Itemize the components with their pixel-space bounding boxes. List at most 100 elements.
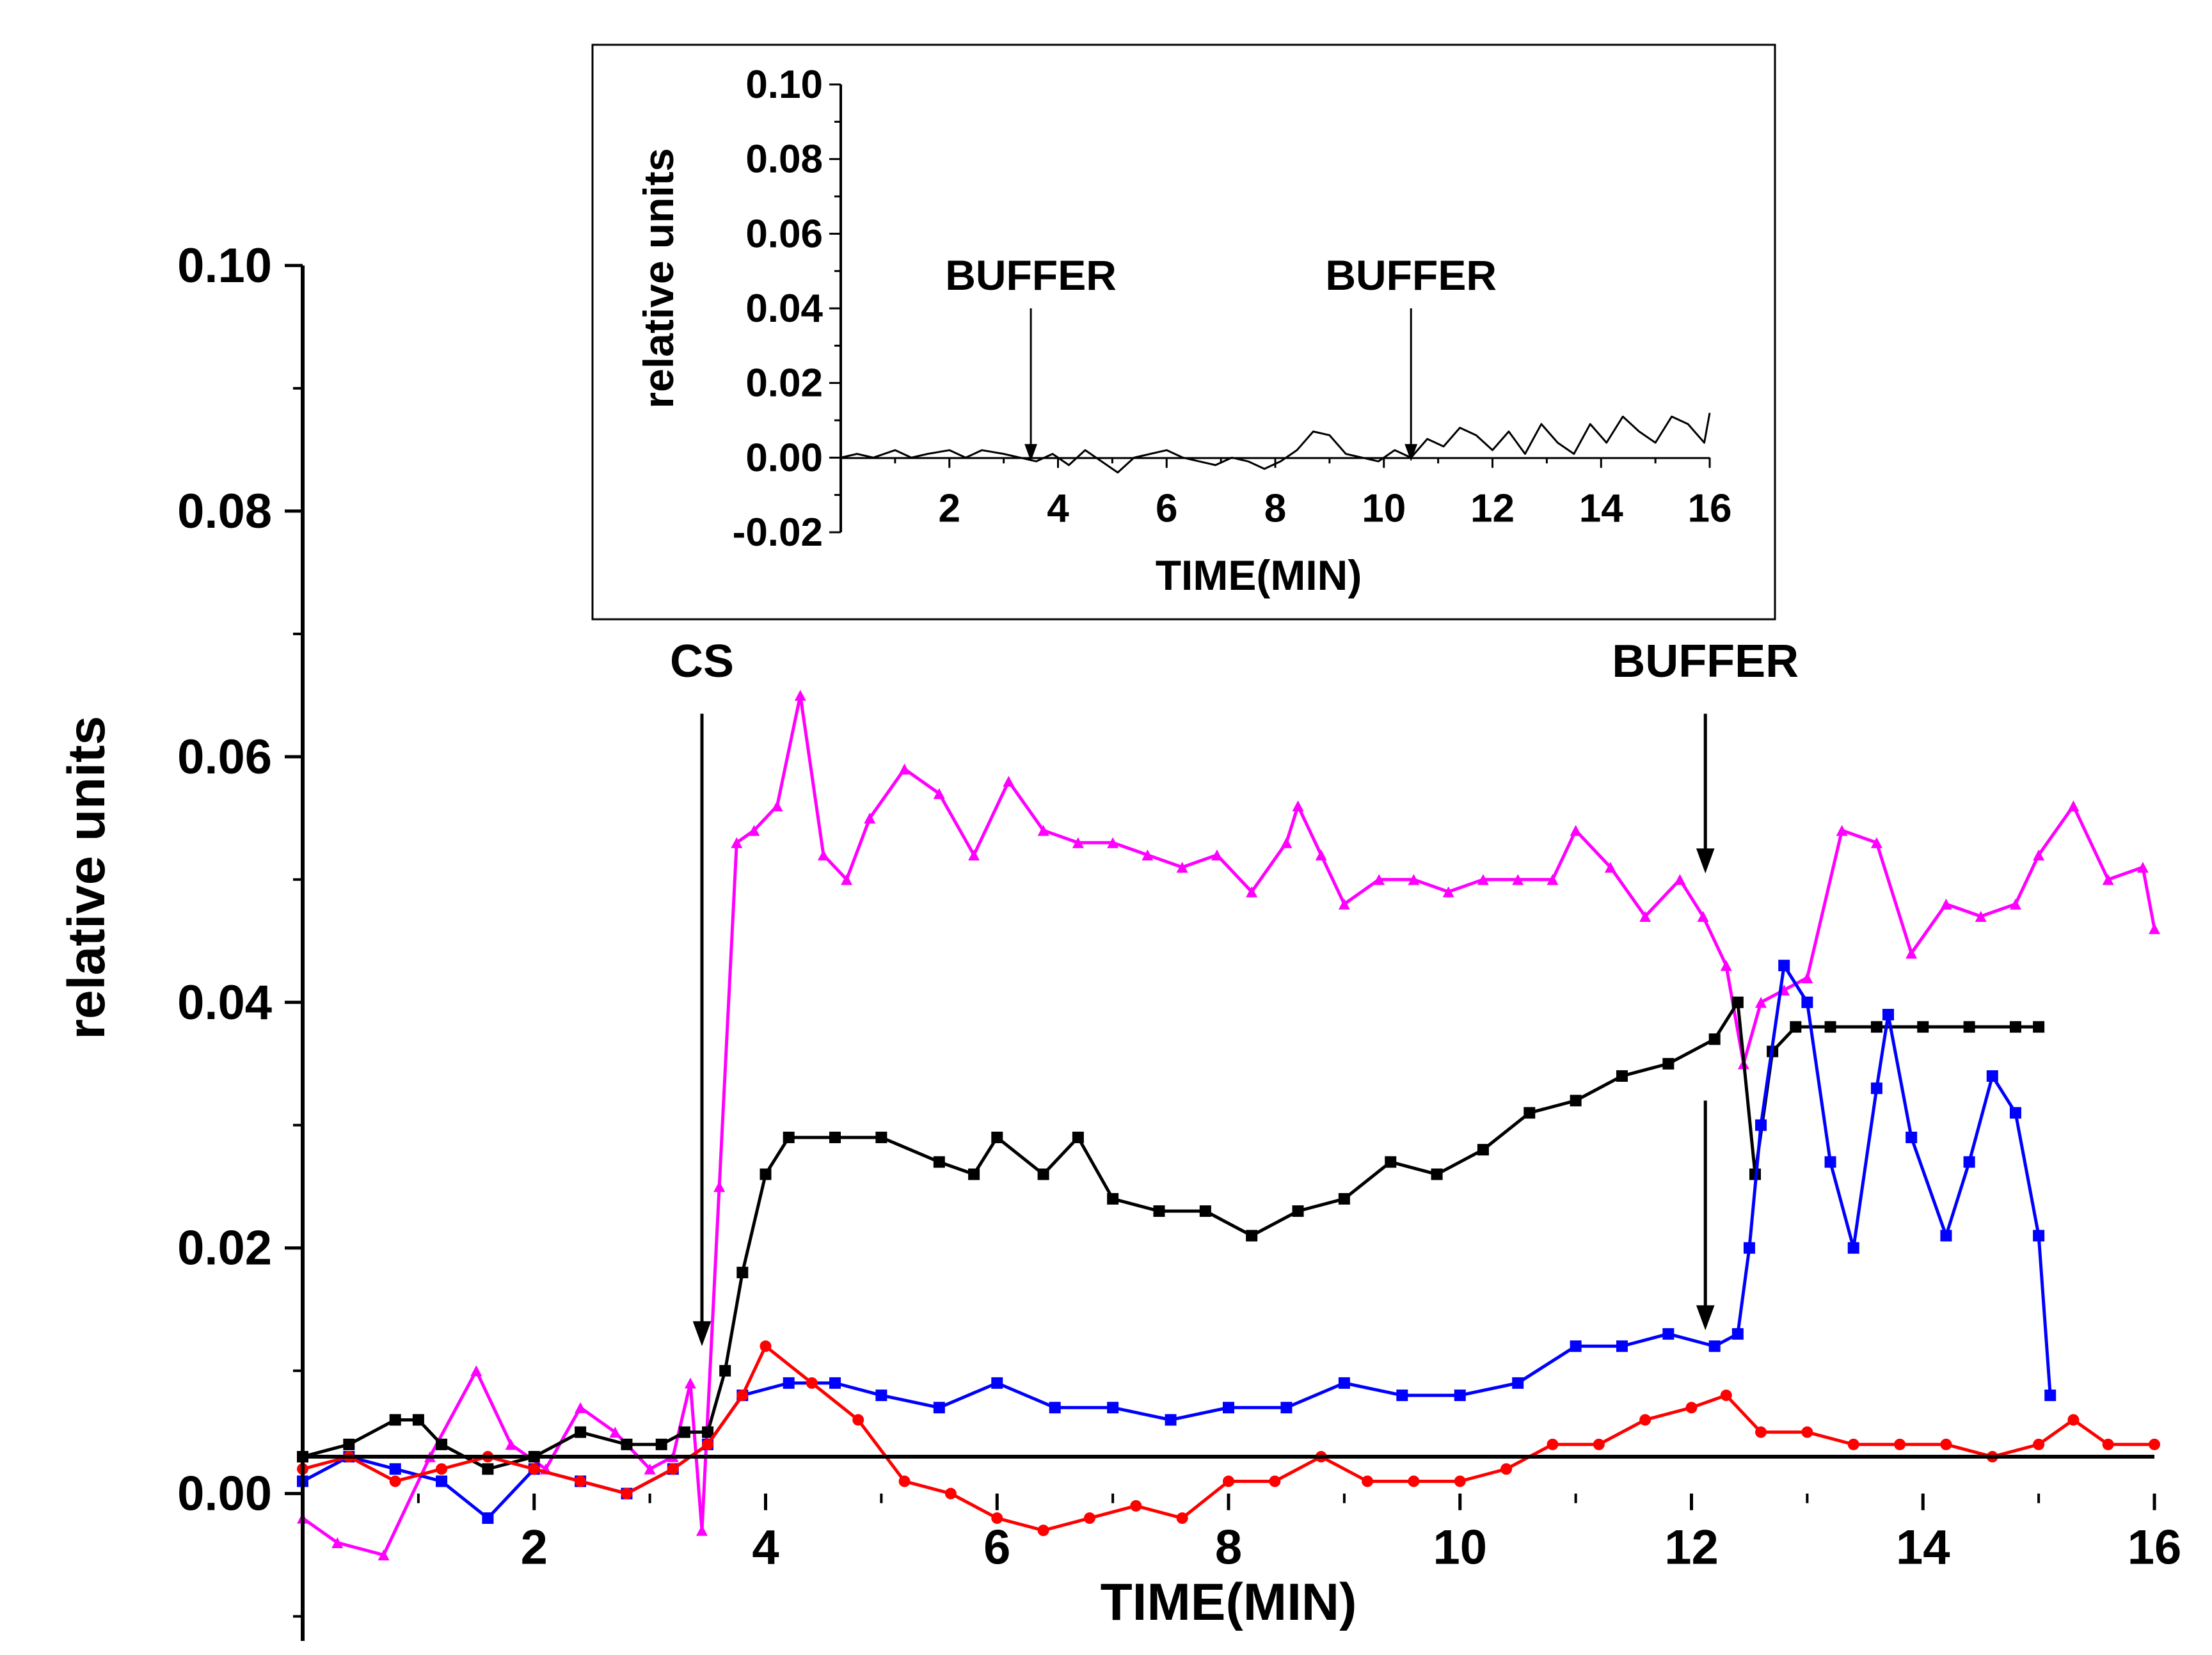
data-point xyxy=(1500,1463,1513,1475)
data-point xyxy=(1315,849,1327,860)
data-point xyxy=(1373,874,1385,885)
main-y-tick-label: 0.02 xyxy=(177,1221,272,1276)
data-point xyxy=(1107,1402,1119,1414)
data-point xyxy=(2033,1021,2045,1033)
data-point xyxy=(1894,1438,1906,1450)
inset-y-axis-title: relative units xyxy=(635,148,682,408)
data-point xyxy=(1142,849,1154,860)
data-point xyxy=(1408,1475,1420,1487)
inset-y-tick-label: -0.02 xyxy=(733,511,823,555)
data-point xyxy=(1570,825,1582,836)
annotation-arrowhead xyxy=(1696,848,1715,874)
data-point xyxy=(2009,1107,2021,1119)
data-point xyxy=(1338,1192,1350,1205)
data-point xyxy=(736,1390,749,1402)
data-point xyxy=(1292,800,1304,812)
annotation-label: BUFFER xyxy=(1612,636,1799,687)
data-point xyxy=(1524,1107,1536,1119)
data-point xyxy=(1037,825,1049,836)
data-point xyxy=(1847,1438,1859,1450)
main-y-tick-label: 0.06 xyxy=(177,730,272,784)
main-y-tick-label: 0.04 xyxy=(177,976,272,1030)
annotation-label: CS xyxy=(670,636,734,687)
main-y-tick-label: 0.00 xyxy=(177,1467,272,1521)
inset-annotation-label: BUFFER xyxy=(945,251,1117,299)
data-point xyxy=(794,690,806,701)
data-point xyxy=(991,1131,1003,1143)
data-point xyxy=(1986,1070,1998,1082)
data-point xyxy=(898,763,911,775)
data-point xyxy=(1801,996,1813,1008)
series-line-magenta xyxy=(301,693,2156,1557)
data-point xyxy=(1396,1390,1408,1402)
data-point xyxy=(1037,1168,1049,1180)
data-point xyxy=(1755,997,1767,1008)
data-point xyxy=(2149,1438,2160,1450)
data-point xyxy=(1870,837,1882,848)
data-point xyxy=(875,1390,887,1402)
main-x-tick-label: 8 xyxy=(1215,1521,1242,1575)
data-point xyxy=(1917,1021,1929,1033)
main-y-tick-label: 0.10 xyxy=(177,239,272,293)
data-point xyxy=(783,1131,795,1143)
data-point xyxy=(1940,898,1952,910)
data-point xyxy=(1280,837,1293,848)
data-point xyxy=(1442,886,1454,898)
data-point xyxy=(1755,1119,1767,1131)
data-point xyxy=(1512,874,1524,885)
data-point xyxy=(1176,1512,1188,1524)
data-point xyxy=(783,1377,795,1389)
data-point xyxy=(1790,1021,1802,1033)
main-x-tick-label: 14 xyxy=(1896,1521,1950,1575)
data-point xyxy=(621,1438,633,1450)
series-red xyxy=(297,1340,2160,1537)
inset-frame xyxy=(591,44,1776,621)
data-point xyxy=(1037,1524,1049,1537)
inset-y-tick-label: 0.00 xyxy=(745,436,823,480)
data-point xyxy=(2044,1390,2057,1402)
data-point xyxy=(575,1475,587,1487)
data-point xyxy=(1639,1414,1651,1426)
data-point xyxy=(331,1537,344,1548)
data-point xyxy=(1246,1230,1258,1242)
data-point xyxy=(1083,1512,1095,1524)
data-point xyxy=(1454,1475,1466,1487)
data-point xyxy=(1975,910,1987,922)
data-point xyxy=(1824,1021,1836,1033)
data-point xyxy=(1223,1475,1234,1487)
main-x-axis-title: TIME(MIN) xyxy=(1101,1573,1357,1631)
data-point xyxy=(678,1426,690,1438)
inset-x-tick-label: 6 xyxy=(1156,486,1177,530)
data-point xyxy=(1107,1192,1119,1205)
data-point xyxy=(702,1438,714,1450)
data-point xyxy=(1870,1082,1882,1095)
data-point xyxy=(806,1377,818,1389)
data-point xyxy=(2009,1021,2021,1033)
data-point xyxy=(1906,947,1918,959)
data-point xyxy=(2102,1438,2114,1450)
data-point xyxy=(684,1377,696,1389)
data-point xyxy=(1176,862,1188,873)
data-point xyxy=(436,1438,448,1450)
data-point xyxy=(2067,1414,2080,1426)
main-x-tick-label: 6 xyxy=(983,1521,1010,1575)
data-point xyxy=(1720,960,1732,971)
inset-y-tick-label: 0.02 xyxy=(745,361,823,406)
data-point xyxy=(760,1340,772,1352)
data-point xyxy=(1674,874,1686,885)
data-point xyxy=(1165,1414,1177,1426)
data-point xyxy=(713,1181,726,1192)
data-point xyxy=(2136,862,2149,873)
main-series-layer xyxy=(297,690,2160,1561)
main-x-tick-label: 16 xyxy=(2128,1521,2182,1575)
inset-y-tick-label: 0.10 xyxy=(745,63,823,107)
data-point xyxy=(1049,1402,1061,1414)
inset-annotation-label: BUFFER xyxy=(1325,251,1497,299)
data-point xyxy=(1801,972,1813,983)
annotation-arrowhead xyxy=(692,1321,712,1347)
data-point xyxy=(1338,898,1350,910)
annotation-arrowhead xyxy=(1696,1305,1715,1331)
main-x-tick-label: 4 xyxy=(752,1521,779,1575)
data-point xyxy=(968,1168,980,1180)
data-point xyxy=(2033,1230,2045,1242)
